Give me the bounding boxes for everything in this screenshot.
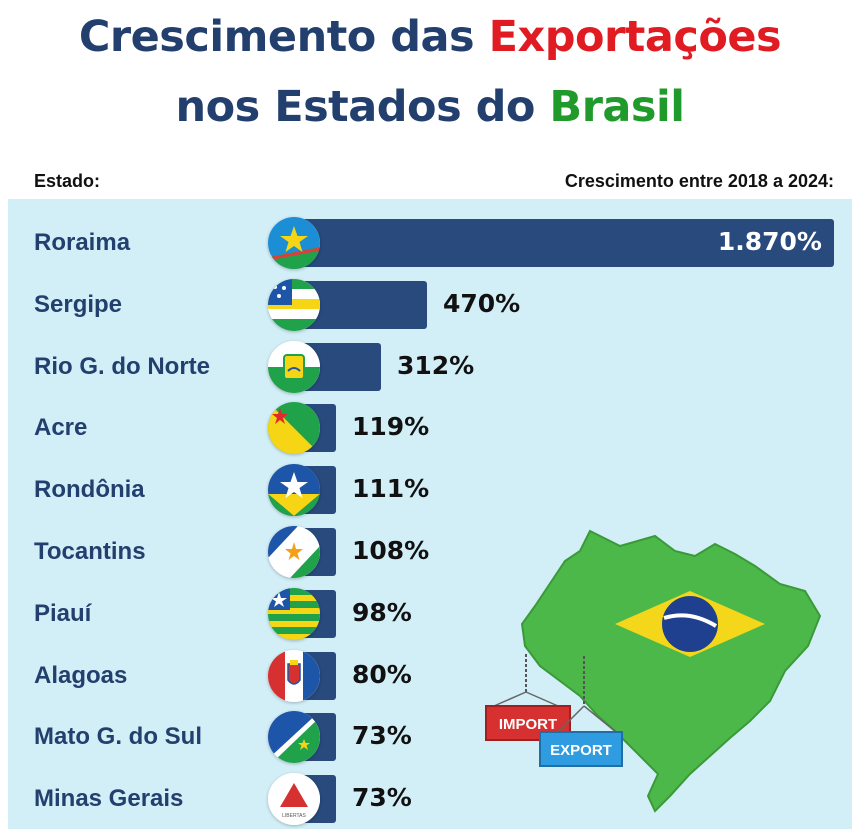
bar-row: Sergipe 470%: [0, 279, 860, 337]
value-label: 119%: [352, 412, 430, 441]
brazil-map-with-flag-icon: IMPORT EXPORT: [485, 529, 822, 813]
state-label: Mato G. do Sul: [34, 723, 202, 750]
chart-title-line-2: nos Estados do Brasil: [0, 82, 860, 132]
roraima-flag-icon: [268, 217, 320, 269]
svg-text:LIBERTAS: LIBERTAS: [282, 813, 306, 819]
value-label: 312%: [397, 351, 475, 380]
bar-row: Mato G. do Sul 73%: [0, 711, 860, 769]
state-label: Roraima: [34, 229, 131, 256]
value-label: 73%: [352, 721, 412, 750]
state-label: Tocantins: [34, 538, 146, 565]
bar-row: Rio G. do Norte 312%: [0, 341, 860, 399]
bar-row: Alagoas 80%: [0, 650, 860, 708]
bar-row: Minas Gerais LIBERTAS 73%: [0, 773, 860, 831]
import-label: IMPORT: [499, 716, 557, 733]
column-header-growth: Crescimento entre 2018 a 2024:: [564, 171, 834, 191]
bar-row: Acre 119%: [0, 402, 860, 460]
title-highlight-exportacoes: Exportações: [488, 12, 782, 62]
column-header-state: Estado:: [34, 171, 101, 191]
bar: [290, 219, 834, 267]
value-label: 98%: [352, 598, 412, 627]
sergipe-flag-icon: [268, 279, 320, 331]
chart-title-line-1: Crescimento das Exportações: [0, 12, 860, 62]
acre-flag-icon: [268, 402, 320, 454]
rondonia-flag-icon: [268, 464, 320, 516]
value-label: 80%: [352, 660, 412, 689]
bar-row: Rondônia 111%: [0, 464, 860, 522]
state-label: Rio G. do Norte: [34, 353, 210, 380]
bar-row: Tocantins 108%: [0, 526, 860, 584]
title-highlight-brasil: Brasil: [549, 82, 685, 132]
rio-grande-do-norte-flag-icon: [268, 341, 320, 393]
value-label: 1.870%: [717, 227, 822, 256]
title-text: nos Estados do: [175, 82, 550, 132]
export-label: EXPORT: [550, 742, 612, 759]
value-label: 470%: [443, 289, 521, 318]
state-label: Piauí: [34, 600, 92, 627]
minas-gerais-flag-icon: LIBERTAS: [268, 773, 320, 825]
title-text: Crescimento das: [78, 12, 489, 62]
piaui-flag-icon: [268, 588, 320, 640]
state-label: Minas Gerais: [34, 785, 184, 812]
bar-row: Roraima 1.870%: [0, 217, 860, 275]
state-label: Acre: [34, 414, 88, 441]
alagoas-flag-icon: [268, 650, 320, 702]
tocantins-flag-icon: [268, 526, 320, 578]
mato-grosso-do-sul-flag-icon: [268, 711, 320, 763]
value-label: 108%: [352, 536, 430, 565]
bar-row: Piauí 98%: [0, 588, 860, 646]
state-label: Sergipe: [34, 291, 123, 318]
state-label: Alagoas: [34, 662, 128, 689]
value-label: 111%: [352, 474, 430, 503]
value-label: 73%: [352, 783, 412, 812]
state-label: Rondônia: [34, 476, 145, 503]
